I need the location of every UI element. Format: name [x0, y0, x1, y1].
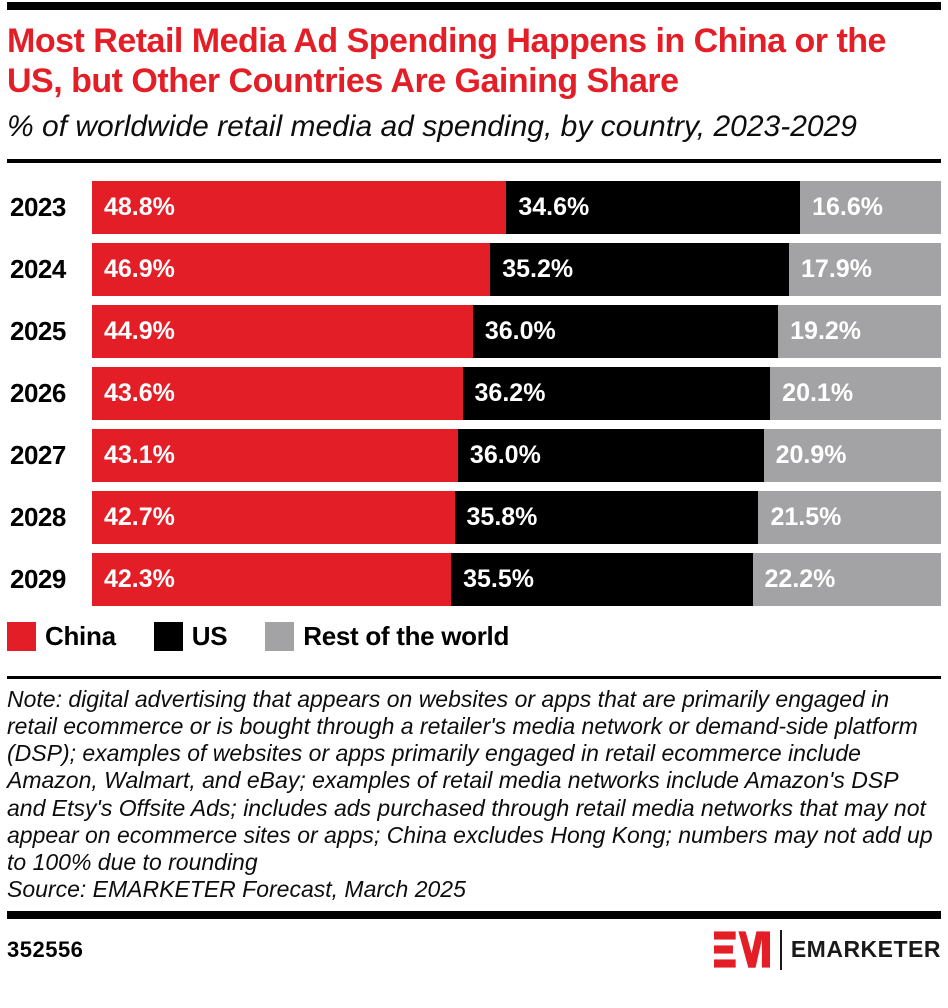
legend-swatch-us — [153, 621, 183, 651]
legend-swatch-rest-of-world — [265, 621, 295, 651]
chart-id: 352556 — [7, 936, 84, 962]
segment-value: 42.7% — [104, 502, 175, 531]
bar-row-2023: 2023 48.8% 34.6% 16.6% — [7, 180, 941, 234]
legend-item-china: China — [7, 621, 116, 652]
segment-china: 42.7% — [92, 490, 455, 544]
segment-value: 35.5% — [463, 564, 535, 593]
legend-label: US — [191, 620, 228, 651]
bar-row-2024: 2024 46.9% 35.2% 17.9% — [7, 242, 941, 296]
note-text: Note: digital advertising that appears o… — [7, 685, 933, 876]
segment-china: 43.1% — [92, 428, 458, 482]
year-label: 2023 — [10, 191, 66, 222]
segment-value: 35.8% — [466, 502, 538, 531]
segment-value: 17.9% — [801, 254, 872, 283]
legend-label: Rest of the world — [303, 620, 510, 651]
segment-china: 48.8% — [92, 180, 507, 234]
stacked-bar: 44.9% 36.0% 19.2% — [92, 304, 941, 358]
segment-us: 36.0% — [472, 304, 779, 358]
segment-rest-of-world: 19.2% — [778, 304, 941, 358]
legend-swatch-china — [7, 621, 36, 651]
stacked-bar: 42.3% 35.5% 22.2% — [92, 552, 941, 606]
segment-value: 43.6% — [104, 378, 175, 407]
legend-item-rest-of-world: Rest of the world — [265, 621, 509, 652]
segment-china: 46.9% — [92, 242, 491, 296]
segment-china: 44.9% — [92, 304, 473, 358]
segment-us: 36.2% — [462, 366, 771, 420]
segment-rest-of-world: 16.6% — [800, 180, 941, 234]
segment-value: 36.0% — [469, 440, 541, 469]
emarketer-em-monogram-icon — [713, 931, 770, 968]
year-label: 2027 — [10, 439, 66, 470]
legend-label: China — [45, 620, 116, 651]
source-text: Source: EMARKETER Forecast, March 2025 — [7, 876, 466, 903]
divider-footer — [7, 910, 941, 919]
segment-china: 42.3% — [92, 552, 452, 606]
segment-rest-of-world: 17.9% — [789, 242, 941, 296]
year-label: 2029 — [10, 563, 66, 594]
segment-value: 19.2% — [790, 316, 862, 345]
bar-row-2027: 2027 43.1% 36.0% 20.9% — [7, 428, 941, 482]
segment-value: 36.2% — [474, 378, 546, 407]
segment-value: 34.6% — [518, 192, 590, 221]
segment-value: 22.2% — [764, 564, 836, 593]
segment-rest-of-world: 20.9% — [763, 428, 941, 482]
chart-subtitle: % of worldwide retail media ad spending,… — [7, 110, 857, 144]
segment-rest-of-world: 21.5% — [758, 490, 941, 544]
segment-us: 35.8% — [454, 490, 759, 544]
stacked-bar: 46.9% 35.2% 17.9% — [92, 242, 941, 296]
year-label: 2024 — [10, 253, 66, 284]
divider-note — [7, 675, 941, 679]
segment-china: 43.6% — [92, 366, 463, 420]
segment-rest-of-world: 22.2% — [752, 552, 941, 606]
segment-value: 20.9% — [775, 440, 847, 469]
bar-row-2028: 2028 42.7% 35.8% 21.5% — [7, 490, 941, 544]
legend: China US Rest of the world — [7, 621, 941, 652]
chart-page: Most Retail Media Ad Spending Happens in… — [7, 2, 941, 970]
stacked-bar: 42.7% 35.8% 21.5% — [92, 490, 941, 544]
segment-value: 36.0% — [484, 316, 556, 345]
segment-us: 35.5% — [451, 552, 753, 606]
year-label: 2028 — [10, 501, 66, 532]
footer: 352556 EMARKETER — [7, 929, 941, 970]
top-border-bar — [7, 2, 941, 10]
bar-row-2026: 2026 43.6% 36.2% 20.1% — [7, 366, 941, 420]
year-label: 2026 — [10, 377, 66, 408]
year-label: 2025 — [10, 315, 66, 346]
segment-us: 34.6% — [506, 180, 801, 234]
stacked-bar: 43.6% 36.2% 20.1% — [92, 366, 941, 420]
segment-value: 16.6% — [812, 192, 883, 221]
stacked-bar: 43.1% 36.0% 20.9% — [92, 428, 941, 482]
stacked-bar: 48.8% 34.6% 16.6% — [92, 180, 941, 234]
segment-us: 35.2% — [490, 242, 790, 296]
divider-header — [7, 158, 941, 163]
segment-value: 46.9% — [104, 254, 175, 283]
segment-value: 44.9% — [104, 316, 175, 345]
bar-row-2029: 2029 42.3% 35.5% 22.2% — [7, 552, 941, 606]
segment-rest-of-world: 20.1% — [770, 366, 941, 420]
stacked-bar-chart: 2023 48.8% 34.6% 16.6% 2024 46.9% 35.2% … — [7, 180, 941, 606]
segment-value: 48.8% — [104, 192, 175, 221]
logo-divider — [779, 929, 782, 970]
emarketer-logo: EMARKETER — [713, 929, 941, 970]
segment-value: 42.3% — [104, 564, 175, 593]
segment-value: 43.1% — [104, 440, 175, 469]
legend-item-us: US — [153, 620, 228, 652]
segment-value: 20.1% — [782, 378, 854, 407]
bar-row-2025: 2025 44.9% 36.0% 19.2% — [7, 304, 941, 358]
page-title: Most Retail Media Ad Spending Happens in… — [7, 22, 886, 101]
brand-name: EMARKETER — [790, 936, 941, 963]
segment-value: 21.5% — [770, 502, 842, 531]
segment-us: 36.0% — [457, 428, 764, 482]
segment-value: 35.2% — [502, 254, 574, 283]
